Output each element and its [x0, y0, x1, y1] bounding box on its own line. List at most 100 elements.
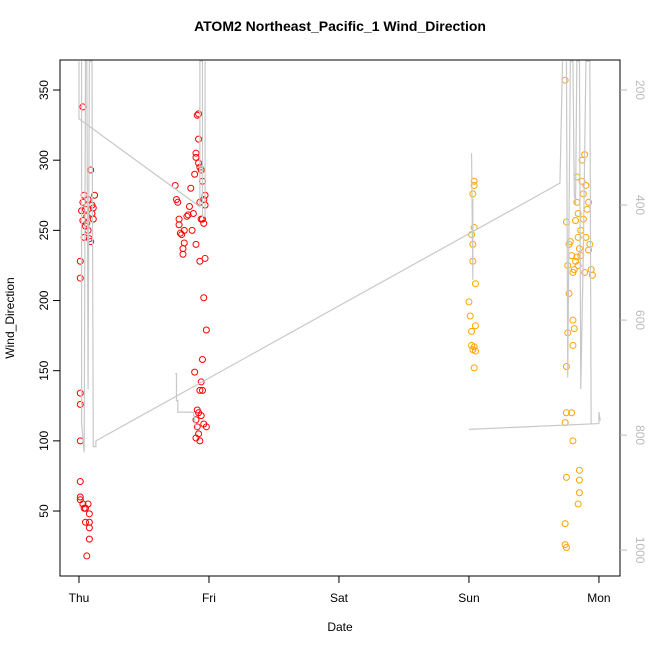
y-tick-label: 250 — [37, 220, 51, 240]
point — [198, 355, 206, 363]
point — [85, 524, 93, 532]
point — [174, 198, 182, 206]
point — [195, 110, 203, 118]
point — [200, 294, 208, 302]
point — [470, 181, 478, 189]
point — [575, 466, 583, 474]
point — [570, 325, 578, 333]
x-tick-label: Thu — [69, 591, 90, 605]
y-tick-label: 50 — [37, 504, 51, 518]
point — [575, 245, 583, 253]
point — [585, 246, 593, 254]
point — [192, 153, 200, 161]
x-tick-label: Fri — [202, 591, 216, 605]
point — [188, 226, 196, 234]
point — [469, 190, 477, 198]
point — [192, 240, 200, 248]
y-tick-label: 100 — [37, 431, 51, 451]
point — [83, 212, 91, 220]
point — [180, 226, 188, 234]
point — [570, 266, 578, 274]
point — [183, 212, 191, 220]
point — [470, 364, 478, 372]
point — [561, 520, 569, 528]
point — [193, 423, 201, 431]
point — [465, 298, 473, 306]
point — [189, 210, 197, 218]
point — [466, 312, 474, 320]
point — [578, 177, 586, 185]
point — [79, 198, 87, 206]
point — [185, 203, 193, 211]
point — [582, 181, 590, 189]
point — [187, 184, 195, 192]
point — [562, 473, 570, 481]
y-tick-label: 300 — [37, 150, 51, 170]
plot-frame — [59, 59, 621, 577]
point — [197, 378, 205, 386]
x-tick-label: Mon — [587, 591, 610, 605]
point — [175, 221, 183, 229]
point — [197, 166, 205, 174]
point — [574, 233, 582, 241]
y-axis-label: Wind_Direction — [3, 277, 17, 358]
point — [85, 535, 93, 543]
point — [585, 198, 593, 206]
point — [83, 219, 91, 227]
point — [83, 552, 91, 560]
chart-title: ATOM2 Northeast_Pacific_1 Wind_Direction — [194, 18, 486, 34]
point — [81, 518, 89, 526]
point — [470, 343, 478, 351]
point — [202, 326, 210, 334]
point — [562, 362, 570, 370]
point — [192, 149, 200, 157]
y2-tick-label: 200 — [633, 80, 647, 100]
point — [76, 478, 84, 486]
point — [76, 274, 84, 282]
point — [470, 177, 478, 185]
point — [581, 268, 589, 276]
point — [574, 210, 582, 218]
point — [180, 239, 188, 247]
y2-tick-label: 600 — [633, 310, 647, 330]
point — [202, 423, 210, 431]
point — [196, 437, 204, 445]
x-tick-label: Sun — [458, 591, 479, 605]
x-tick-label: Sat — [330, 591, 349, 605]
point — [198, 386, 206, 394]
point — [471, 280, 479, 288]
x-axis-label: Date — [327, 620, 353, 634]
point — [574, 261, 582, 269]
point — [196, 257, 204, 265]
point — [575, 489, 583, 497]
point — [562, 544, 570, 552]
point — [572, 217, 580, 225]
point — [562, 409, 570, 417]
point — [471, 347, 479, 355]
point — [184, 211, 192, 219]
point — [191, 368, 199, 376]
point — [588, 271, 596, 279]
point — [196, 386, 204, 394]
point — [569, 316, 577, 324]
point — [201, 254, 209, 262]
line — [78, 60, 601, 453]
point — [471, 322, 479, 330]
y2-tick-label: 400 — [633, 195, 647, 215]
point — [468, 327, 476, 335]
point — [191, 170, 199, 178]
point — [76, 389, 84, 397]
point — [200, 219, 208, 227]
y2-tick-label: 800 — [633, 425, 647, 445]
point — [76, 493, 84, 501]
point — [574, 500, 582, 508]
point — [192, 416, 200, 424]
point — [195, 135, 203, 143]
point — [569, 437, 577, 445]
point — [76, 257, 84, 265]
point — [197, 412, 205, 420]
point — [76, 400, 84, 408]
point — [91, 191, 99, 199]
